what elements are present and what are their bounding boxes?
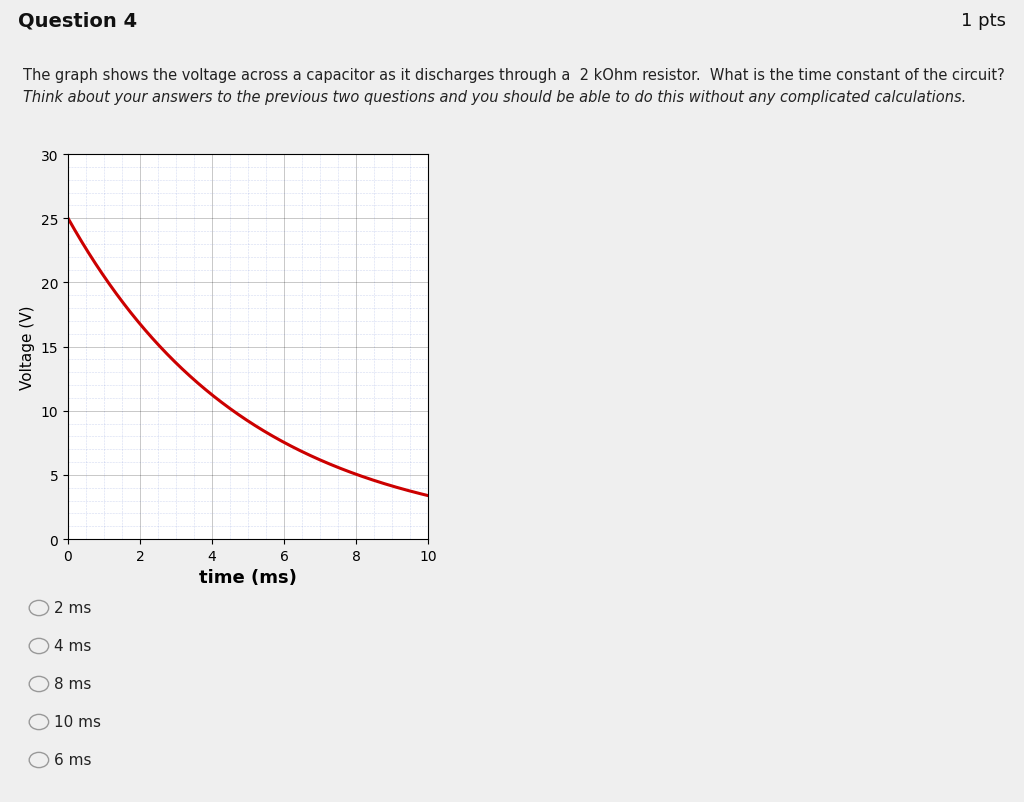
Text: 8 ms: 8 ms [54, 677, 91, 691]
Text: 2 ms: 2 ms [54, 601, 91, 616]
Text: Think about your answers to the previous two questions and you should be able to: Think about your answers to the previous… [23, 90, 966, 105]
Text: 10 ms: 10 ms [54, 715, 101, 730]
Text: 1 pts: 1 pts [961, 12, 1006, 30]
Text: 6 ms: 6 ms [54, 752, 92, 768]
Text: Question 4: Question 4 [18, 11, 137, 30]
Text: The graph shows the voltage across a capacitor as it discharges through a  2 kOh: The graph shows the voltage across a cap… [23, 68, 1005, 83]
X-axis label: time (ms): time (ms) [199, 569, 297, 586]
Y-axis label: Voltage (V): Voltage (V) [20, 305, 35, 389]
Text: 4 ms: 4 ms [54, 638, 91, 654]
